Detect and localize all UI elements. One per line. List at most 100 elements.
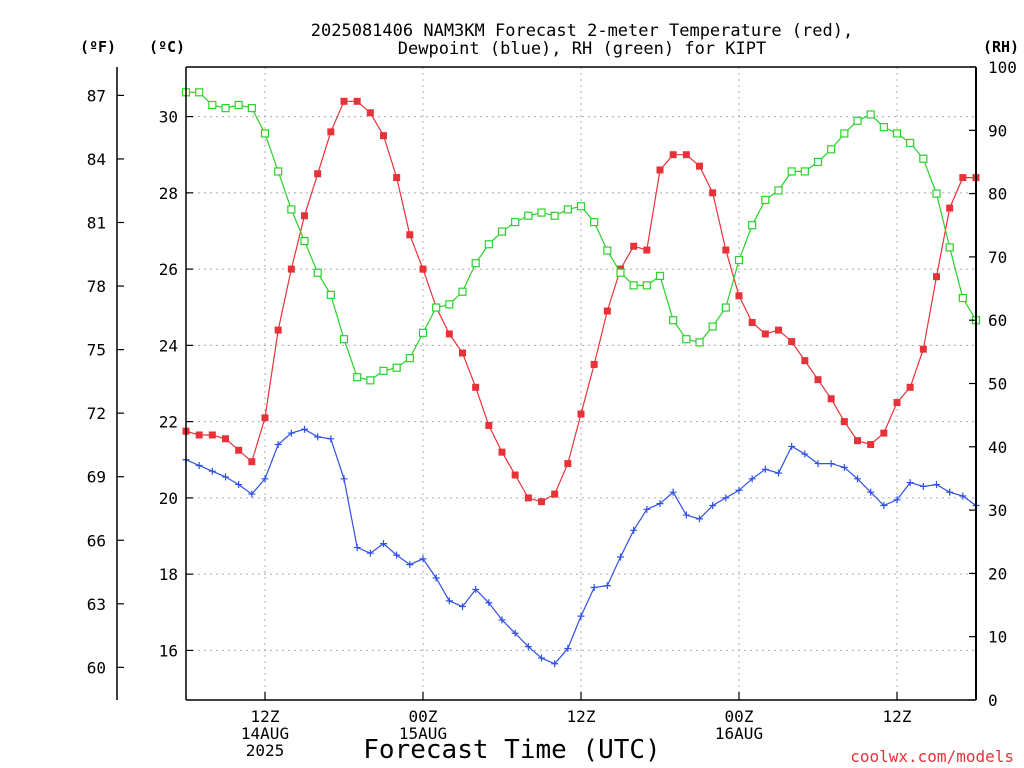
dewpoint-point bbox=[603, 582, 611, 590]
celsius-tick-label: 28 bbox=[159, 184, 178, 203]
rh-point bbox=[642, 281, 651, 290]
dewpoint-point bbox=[682, 511, 690, 519]
dewpoint-point bbox=[406, 561, 414, 569]
fahrenheit-tick-label: 66 bbox=[87, 531, 106, 550]
temperature-point bbox=[669, 151, 677, 159]
dewpoint-point bbox=[235, 481, 243, 489]
grid-lines bbox=[186, 67, 976, 700]
dewpoint-point bbox=[709, 502, 717, 510]
rh-point bbox=[524, 211, 533, 220]
temperature-point bbox=[643, 246, 651, 254]
dewpoint-point bbox=[946, 488, 954, 496]
dewpoint-point bbox=[380, 540, 387, 548]
chart-title-line-1: 2025081406 NAM3KM Forecast 2-meter Tempe… bbox=[311, 21, 853, 41]
x-tick-label: 12Z bbox=[567, 707, 596, 726]
rh-point bbox=[563, 205, 572, 214]
temperature-point bbox=[814, 376, 822, 384]
temperature-point bbox=[261, 414, 269, 422]
dewpoint-point bbox=[656, 500, 664, 508]
celsius-tick-label: 22 bbox=[159, 413, 178, 432]
dewpoint-point bbox=[366, 549, 374, 557]
temperature-point bbox=[459, 349, 466, 357]
temperature-point bbox=[274, 326, 282, 334]
x-tick-label: 12Z bbox=[251, 707, 280, 726]
temperature-point bbox=[353, 97, 361, 105]
rh-point bbox=[418, 328, 428, 337]
temperature-point bbox=[511, 471, 519, 479]
dewpoint-point bbox=[590, 584, 598, 592]
rh-point bbox=[853, 116, 862, 125]
dewpoint-point bbox=[933, 481, 940, 489]
temperature-point bbox=[445, 330, 453, 338]
dewpoint-point bbox=[314, 433, 322, 441]
rh-tick-label: 70 bbox=[988, 248, 1007, 267]
temperature-point bbox=[722, 246, 730, 254]
fahrenheit-unit-label: (ºF) bbox=[80, 38, 116, 56]
temperature-point bbox=[682, 151, 690, 159]
dewpoint-point bbox=[564, 645, 572, 653]
dewpoint-point bbox=[761, 465, 769, 473]
fahrenheit-tick-label: 63 bbox=[87, 595, 106, 614]
rh-point bbox=[866, 110, 875, 119]
x-tick-label: 2025 bbox=[246, 741, 285, 760]
dewpoint-point bbox=[959, 492, 967, 500]
dewpoint-point bbox=[208, 467, 216, 475]
dewpoint-point bbox=[827, 460, 835, 468]
rh-tick-label: 80 bbox=[988, 185, 1007, 204]
temperature-point bbox=[366, 109, 374, 117]
temperature-point bbox=[959, 174, 967, 182]
fahrenheit-tick-label: 87 bbox=[87, 86, 106, 105]
dewpoint-point bbox=[327, 435, 335, 443]
rh-point bbox=[695, 338, 704, 347]
temperature-point bbox=[840, 418, 848, 426]
temperature-point bbox=[485, 421, 493, 429]
rh-point bbox=[945, 243, 954, 252]
temperature-point bbox=[551, 490, 559, 498]
dewpoint-point bbox=[340, 475, 348, 483]
rh-point bbox=[958, 293, 967, 303]
rh-point bbox=[892, 129, 902, 138]
chart-title-line-2: Dewpoint (blue), RH (green) for KIPT bbox=[398, 39, 766, 59]
rh-point bbox=[813, 157, 823, 167]
rh-point bbox=[787, 167, 796, 176]
dewpoint-point bbox=[301, 425, 308, 433]
rh-point bbox=[300, 236, 309, 246]
x-tick-label: 00Z bbox=[725, 707, 754, 726]
temperature-point bbox=[577, 410, 585, 418]
temperature-point bbox=[827, 395, 835, 403]
fahrenheit-tick-label: 75 bbox=[87, 341, 106, 360]
rh-tick-label: 20 bbox=[988, 564, 1007, 583]
celsius-tick-label: 18 bbox=[159, 565, 178, 584]
temperature-point bbox=[301, 212, 308, 220]
rh-point bbox=[234, 100, 243, 110]
rh-point bbox=[458, 287, 467, 296]
dewpoint-point bbox=[696, 515, 703, 523]
celsius-tick-label: 30 bbox=[159, 108, 178, 127]
rh-tick-label: 90 bbox=[988, 121, 1007, 140]
temperature-point bbox=[761, 330, 769, 338]
dewpoint-point bbox=[248, 490, 256, 498]
temperature-point bbox=[419, 265, 427, 273]
rh-point bbox=[260, 129, 270, 138]
rh-point bbox=[669, 316, 678, 325]
rh-point bbox=[379, 366, 388, 375]
temperature-point bbox=[630, 242, 638, 250]
dewpoint-point bbox=[919, 482, 927, 490]
dewpoint-point bbox=[432, 574, 440, 582]
dewpoint-point bbox=[222, 473, 229, 481]
fahrenheit-tick-label: 84 bbox=[87, 150, 106, 169]
rh-point bbox=[339, 335, 349, 344]
temperature-point bbox=[235, 446, 243, 454]
dewpoint-point bbox=[617, 553, 624, 561]
dewpoint-point bbox=[801, 450, 809, 458]
rh-point bbox=[576, 202, 586, 211]
dewpoint-point bbox=[748, 475, 756, 483]
rh-point bbox=[590, 217, 599, 227]
rh-point bbox=[313, 268, 322, 277]
dewpoint-point bbox=[511, 629, 519, 637]
rh-point bbox=[221, 104, 230, 113]
watermark-text: coolwx.com/models bbox=[850, 747, 1014, 766]
dewpoint-point bbox=[788, 442, 796, 450]
chart-text: 2025081406 NAM3KM Forecast 2-meter Tempe… bbox=[80, 21, 1019, 766]
temperature-point bbox=[603, 307, 611, 315]
